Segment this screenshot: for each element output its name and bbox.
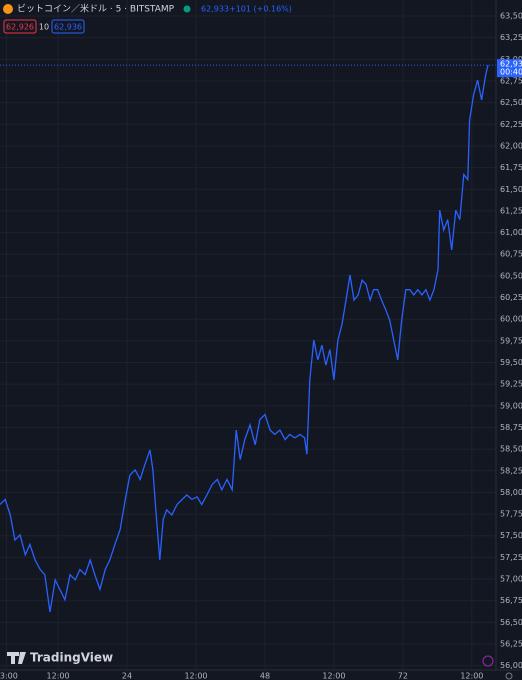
y-tick-label: 56,250 — [500, 640, 522, 649]
y-tick-label: 59,250 — [500, 380, 522, 389]
coin-icon — [3, 4, 13, 14]
x-tick-label: 72 — [398, 672, 408, 680]
y-tick-label: 63,500 — [500, 12, 522, 21]
y-tick-label: 58,250 — [500, 466, 522, 475]
x-tick-label: 12:00 — [460, 672, 483, 680]
y-tick-label: 59,000 — [500, 401, 522, 410]
y-tick-label: 58,500 — [500, 445, 522, 454]
bid-box[interactable] — [3, 19, 37, 34]
logo-icon — [7, 652, 26, 664]
y-tick-label: 61,000 — [500, 228, 522, 237]
x-tick-label: 24 — [122, 672, 132, 680]
settings-icon[interactable] — [505, 672, 513, 680]
y-tick-label: 60,000 — [500, 315, 522, 324]
y-tick-label: 62,250 — [500, 120, 522, 129]
spread: 10 — [39, 23, 49, 32]
y-tick-label: 58,000 — [500, 488, 522, 497]
price-change: +101 (+0.16%) — [229, 5, 292, 14]
x-tick-label: 03:00 — [0, 672, 18, 680]
last-price: 62,933 — [201, 5, 229, 14]
y-tick-label: 60,750 — [500, 250, 522, 259]
y-tick-label: 60,500 — [500, 271, 522, 280]
y-tick-label: 57,500 — [500, 531, 522, 540]
y-tick-label: 60,250 — [500, 293, 522, 302]
y-tick-label: 61,500 — [500, 185, 522, 194]
x-tick-label: 12:00 — [47, 672, 70, 680]
bid[interactable]: 62,926 — [6, 23, 34, 32]
y-tick-label: 62,750 — [500, 76, 522, 85]
logo: TradingView — [30, 651, 113, 665]
y-tick-label: 62,000 — [500, 141, 522, 150]
y-tick-label: 59,500 — [500, 358, 522, 367]
countdown: 00:40 — [500, 68, 522, 77]
y-tick-label: 62,500 — [500, 98, 522, 107]
y-tick-label: 58,750 — [500, 423, 522, 432]
x-tick-label: 48 — [260, 672, 270, 680]
symbol: ビットコイン／米ドル · 5 · BITSTAMP — [17, 3, 175, 15]
y-tick-label: 63,250 — [500, 33, 522, 42]
grid — [0, 0, 496, 670]
ask[interactable]: 62,936 — [54, 23, 82, 32]
x-tick-label: 12:00 — [322, 672, 345, 680]
ask-box[interactable] — [51, 19, 85, 34]
y-tick-label: 61,250 — [500, 206, 522, 215]
plot — [0, 64, 496, 613]
market-status — [183, 5, 191, 13]
price-tag — [497, 59, 522, 78]
y-tick-label: 57,000 — [500, 575, 522, 584]
x-tick-label: 12:00 — [184, 672, 207, 680]
price-tag-label: 62,933 — [500, 60, 522, 69]
y-tick-label: 56,750 — [500, 596, 522, 605]
y-tick-label: 57,250 — [500, 553, 522, 562]
alert-icon[interactable] — [482, 655, 494, 667]
y-tick-label: 56,500 — [500, 618, 522, 627]
axes: 56,000 56,250 56,500 56,750 57,000 57,250 57,5… — [0, 12, 522, 680]
y-tick-label: 57,750 — [500, 510, 522, 519]
y-tick-label: 56,000 — [500, 661, 522, 670]
price-line — [0, 64, 489, 613]
y-tick-label: 59,750 — [500, 336, 522, 345]
y-tick-label: 61,750 — [500, 163, 522, 172]
